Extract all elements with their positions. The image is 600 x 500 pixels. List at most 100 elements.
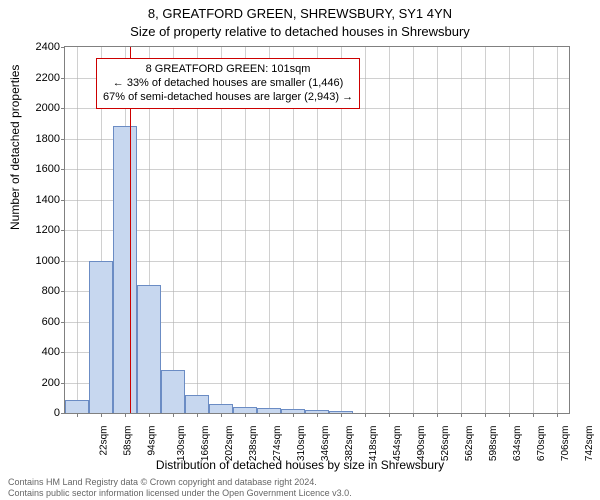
y-tick-mark <box>61 383 65 384</box>
x-tick-label: 274sqm <box>272 426 283 462</box>
x-tick-label: 742sqm <box>584 426 595 462</box>
gridline-vertical <box>557 47 558 413</box>
histogram-bar <box>209 404 233 413</box>
footer-line1: Contains HM Land Registry data © Crown c… <box>8 477 352 487</box>
x-tick-mark <box>293 413 294 417</box>
x-tick-mark <box>389 413 390 417</box>
y-tick-label: 800 <box>20 285 60 297</box>
histogram-bar <box>65 400 89 413</box>
x-tick-mark <box>245 413 246 417</box>
x-tick-label: 634sqm <box>512 426 523 462</box>
y-tick-mark <box>61 139 65 140</box>
x-tick-label: 526sqm <box>440 426 451 462</box>
x-tick-label: 166sqm <box>200 426 211 462</box>
y-tick-label: 2000 <box>20 102 60 114</box>
y-tick-label: 1400 <box>20 194 60 206</box>
x-tick-mark <box>437 413 438 417</box>
x-tick-label: 130sqm <box>176 426 187 462</box>
x-tick-mark <box>125 413 126 417</box>
y-tick-mark <box>61 352 65 353</box>
annotation-line3: 67% of semi-detached houses are larger (… <box>103 91 353 105</box>
x-tick-label: 22sqm <box>99 426 110 456</box>
histogram-bar <box>89 261 113 414</box>
annotation-line1: 8 GREATFORD GREEN: 101sqm <box>103 63 353 77</box>
x-tick-label: 382sqm <box>344 426 355 462</box>
y-tick-mark <box>61 230 65 231</box>
x-tick-label: 418sqm <box>368 426 379 462</box>
x-tick-mark <box>77 413 78 417</box>
x-tick-mark <box>317 413 318 417</box>
y-tick-mark <box>61 261 65 262</box>
x-tick-mark <box>461 413 462 417</box>
x-tick-mark <box>197 413 198 417</box>
x-tick-label: 670sqm <box>536 426 547 462</box>
x-tick-label: 238sqm <box>248 426 259 462</box>
gridline-vertical <box>509 47 510 413</box>
y-tick-label: 200 <box>20 377 60 389</box>
histogram-bar <box>281 409 305 413</box>
annotation-line2: ← 33% of detached houses are smaller (1,… <box>103 77 353 91</box>
histogram-bar <box>137 285 161 413</box>
x-tick-label: 490sqm <box>416 426 427 462</box>
gridline-vertical <box>365 47 366 413</box>
x-tick-label: 562sqm <box>464 426 475 462</box>
gridline-vertical <box>389 47 390 413</box>
x-tick-mark <box>557 413 558 417</box>
gridline-vertical <box>413 47 414 413</box>
x-tick-mark <box>533 413 534 417</box>
x-tick-mark <box>173 413 174 417</box>
histogram-bar <box>305 410 329 413</box>
x-tick-label: 94sqm <box>147 426 158 456</box>
x-tick-label: 598sqm <box>488 426 499 462</box>
x-tick-mark <box>413 413 414 417</box>
histogram-bar <box>257 408 281 413</box>
y-tick-label: 0 <box>20 407 60 419</box>
gridline-vertical <box>485 47 486 413</box>
histogram-bar <box>233 407 257 413</box>
y-tick-label: 1000 <box>20 255 60 267</box>
y-tick-mark <box>61 78 65 79</box>
y-tick-mark <box>61 47 65 48</box>
x-tick-mark <box>269 413 270 417</box>
x-tick-label: 310sqm <box>296 426 307 462</box>
y-tick-label: 600 <box>20 316 60 328</box>
x-tick-mark <box>149 413 150 417</box>
chart-container: 8, GREATFORD GREEN, SHREWSBURY, SY1 4YN … <box>0 0 600 500</box>
x-tick-label: 706sqm <box>560 426 571 462</box>
annotation-box: 8 GREATFORD GREEN: 101sqm ← 33% of detac… <box>96 58 360 109</box>
y-tick-label: 400 <box>20 346 60 358</box>
gridline-vertical <box>533 47 534 413</box>
y-tick-mark <box>61 322 65 323</box>
y-tick-label: 1200 <box>20 224 60 236</box>
x-tick-mark <box>101 413 102 417</box>
histogram-bar <box>185 395 209 413</box>
y-tick-mark <box>61 200 65 201</box>
histogram-bar <box>161 370 185 413</box>
y-tick-label: 1800 <box>20 133 60 145</box>
y-tick-label: 1600 <box>20 163 60 175</box>
footer-attribution: Contains HM Land Registry data © Crown c… <box>8 477 352 498</box>
y-tick-mark <box>61 108 65 109</box>
x-tick-mark <box>365 413 366 417</box>
y-tick-label: 2200 <box>20 72 60 84</box>
y-tick-mark <box>61 291 65 292</box>
x-tick-mark <box>341 413 342 417</box>
x-tick-mark <box>509 413 510 417</box>
y-tick-mark <box>61 169 65 170</box>
footer-line2: Contains public sector information licen… <box>8 488 352 498</box>
gridline-vertical <box>461 47 462 413</box>
x-tick-label: 454sqm <box>392 426 403 462</box>
x-tick-mark <box>221 413 222 417</box>
histogram-bar <box>113 126 137 413</box>
y-tick-mark <box>61 413 65 414</box>
chart-title-subtitle: Size of property relative to detached ho… <box>0 24 600 39</box>
x-tick-label: 58sqm <box>123 426 134 456</box>
x-tick-label: 346sqm <box>320 426 331 462</box>
histogram-bar <box>329 411 353 413</box>
gridline-vertical <box>437 47 438 413</box>
y-tick-label: 2400 <box>20 41 60 53</box>
gridline-vertical <box>77 47 78 413</box>
chart-title-address: 8, GREATFORD GREEN, SHREWSBURY, SY1 4YN <box>0 6 600 21</box>
x-tick-label: 202sqm <box>224 426 235 462</box>
x-tick-mark <box>485 413 486 417</box>
